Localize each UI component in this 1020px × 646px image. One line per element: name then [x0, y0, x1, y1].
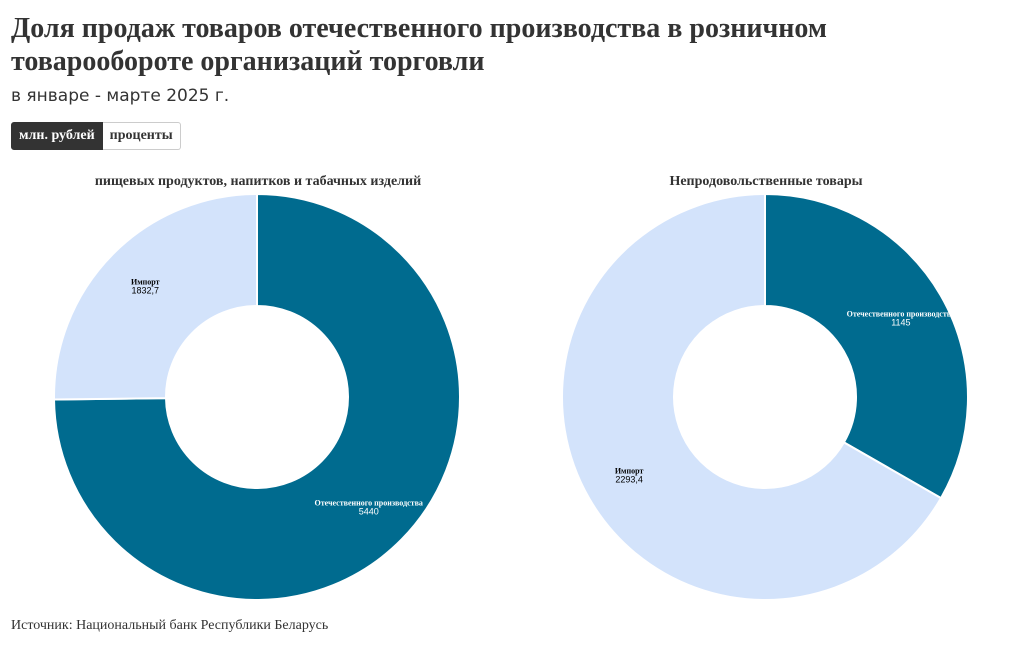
- toggle-percent-button[interactable]: проценты: [102, 122, 181, 150]
- slice-label-1-0: Отечественного производства: [847, 309, 955, 318]
- slice-value-0-1: 1832,7: [132, 286, 160, 296]
- page-subtitle: в январе - марте 2025 г.: [11, 86, 230, 106]
- slice-label-1-1: Импорт: [615, 467, 644, 476]
- donut-slice-0-1[interactable]: [53, 193, 258, 401]
- slice-value-0-0: 5440: [359, 506, 379, 516]
- chart-title-food: пищевых продуктов, напитков и табачных и…: [94, 174, 422, 189]
- chart-title-nonfood: Непродовольственные товары: [669, 174, 863, 189]
- slice-value-1-1: 2293,4: [615, 475, 643, 485]
- donut-slice-1-1[interactable]: [561, 193, 943, 601]
- donut-slice-0-0[interactable]: [53, 193, 461, 601]
- donut-slice-1-0[interactable]: [764, 193, 969, 500]
- unit-toggle: млн. рублей проценты: [11, 122, 181, 150]
- slice-value-1-0: 1145: [891, 317, 910, 327]
- toggle-rubles-button[interactable]: млн. рублей: [11, 122, 103, 150]
- slice-label-0-1: Импорт: [131, 278, 160, 287]
- slice-label-0-0: Отечественного производства: [314, 498, 422, 507]
- page-title: Доля продаж товаров отечественного произ…: [11, 13, 827, 77]
- source-note: Источник: Национальный банк Республики Б…: [11, 618, 329, 633]
